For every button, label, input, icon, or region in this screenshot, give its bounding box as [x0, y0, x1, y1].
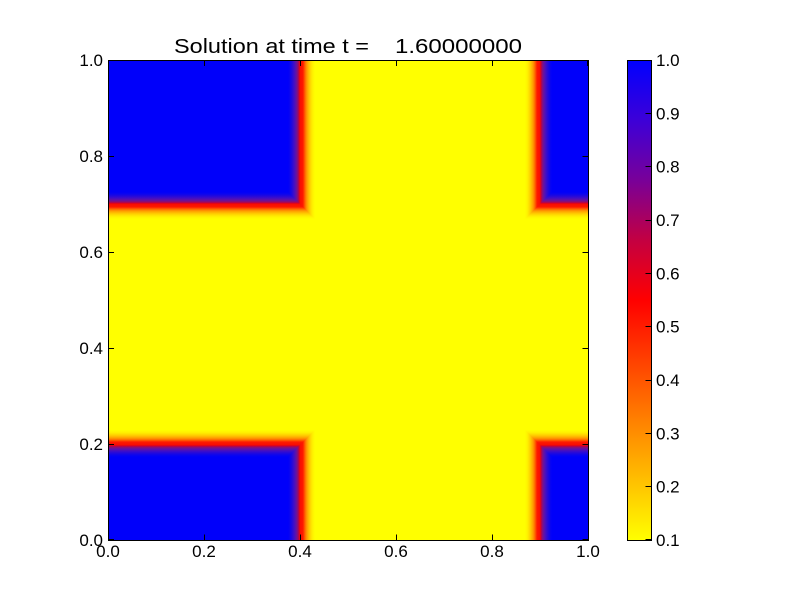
- svg-text:0.8: 0.8: [656, 158, 680, 177]
- svg-text:0.6: 0.6: [384, 542, 408, 561]
- svg-text:1.0: 1.0: [576, 542, 600, 561]
- svg-text:0.6: 0.6: [79, 243, 103, 262]
- svg-text:0.7: 0.7: [656, 211, 680, 230]
- svg-text:0.8: 0.8: [480, 542, 504, 561]
- svg-text:0.8: 0.8: [79, 147, 103, 166]
- svg-text:0.4: 0.4: [79, 339, 103, 358]
- svg-text:0.3: 0.3: [656, 424, 680, 443]
- svg-text:1.0: 1.0: [656, 51, 680, 70]
- svg-text:1.60000000: 1.60000000: [395, 35, 522, 58]
- svg-text:1.0: 1.0: [79, 51, 103, 70]
- svg-text:0.4: 0.4: [288, 542, 312, 561]
- svg-text:0.2: 0.2: [192, 542, 216, 561]
- svg-text:0.1: 0.1: [656, 531, 680, 550]
- svg-text:Solution at time t =: Solution at time t =: [174, 35, 369, 58]
- svg-text:0.9: 0.9: [656, 104, 680, 123]
- svg-text:0.0: 0.0: [96, 542, 120, 561]
- svg-text:0.6: 0.6: [656, 264, 680, 283]
- svg-text:0.2: 0.2: [79, 435, 103, 454]
- svg-text:0.5: 0.5: [656, 318, 680, 337]
- svg-text:0.4: 0.4: [656, 371, 680, 390]
- svg-text:0.2: 0.2: [656, 478, 680, 497]
- svg-text:0.0: 0.0: [79, 531, 103, 550]
